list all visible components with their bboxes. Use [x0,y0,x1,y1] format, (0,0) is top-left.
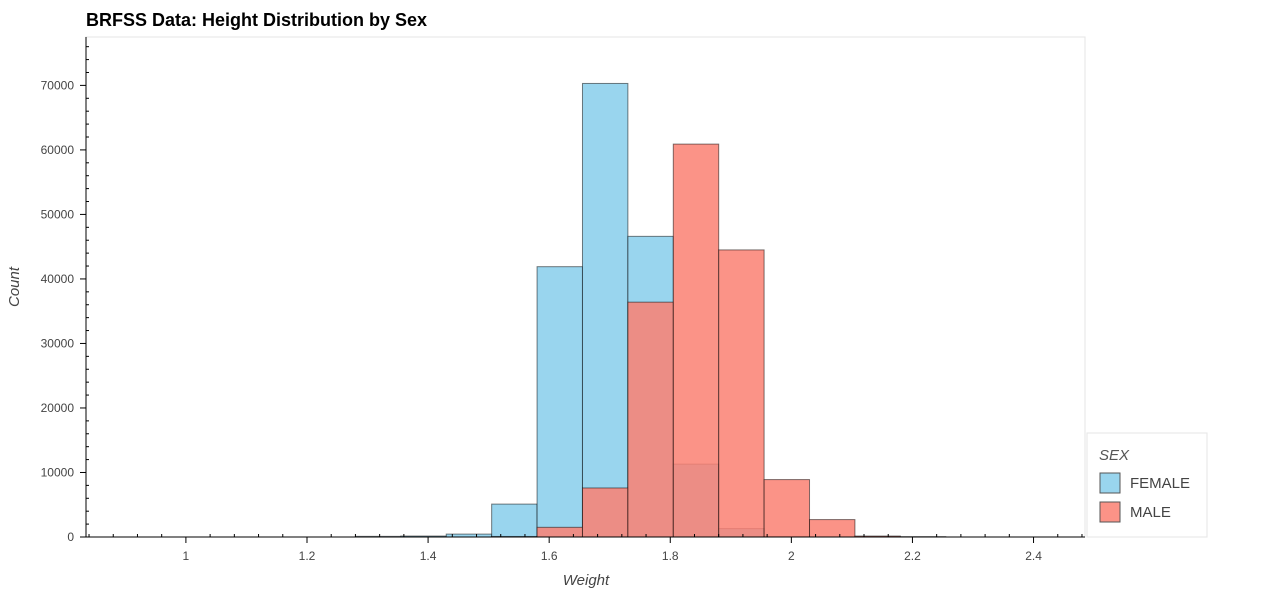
y-tick-label: 40000 [41,272,75,286]
x-tick-label: 1.6 [541,549,558,563]
bar-male-13 [718,249,765,538]
x-tick-label: 2 [788,549,795,563]
x-tick-label: 1 [183,549,190,563]
legend: SEX FEMALE MALE [1086,432,1208,538]
x-tick-label: 2.2 [904,549,921,563]
legend-swatch-male [1099,501,1121,523]
y-axis-label: Count [6,266,23,307]
bar-male-14 [763,479,811,538]
bar-female-9 [536,266,583,538]
y-tick-label: 0 [67,530,74,544]
x-axis-label: Weight [563,572,610,589]
y-tick-label: 10000 [41,465,75,479]
bar-male-15 [809,519,856,538]
legend-title: SEX [1099,447,1130,464]
bar-male-11 [627,301,674,538]
legend-swatch-female [1099,472,1121,494]
x-axis: 1 1.2 1.4 1.6 1.8 2 2.2 2.4 [86,534,1085,563]
x-tick-label: 2.4 [1025,549,1042,563]
bar-male-10 [581,487,629,538]
y-tick-label: 60000 [41,143,75,157]
x-tick-label: 1.8 [662,549,679,563]
y-axis: 0 10000 20000 30000 40000 50000 60000 70000 [41,37,89,544]
bar-female-10 [581,82,629,538]
x-tick-label: 1.2 [299,549,316,563]
bar-male-12 [672,143,720,538]
male-bars [491,143,947,538]
y-tick-label: 30000 [41,336,75,350]
y-tick-label: 20000 [41,401,75,415]
x-tick-label: 1.4 [420,549,437,563]
y-tick-label: 70000 [41,78,75,92]
legend-label-female: FEMALE [1130,475,1190,492]
bar-male-9 [536,526,583,538]
chart-title: BRFSS Data: Height Distribution by Sex [86,10,427,30]
y-tick-label: 50000 [41,207,75,221]
bar-female-8 [491,503,538,538]
legend-label-male: MALE [1130,504,1171,521]
